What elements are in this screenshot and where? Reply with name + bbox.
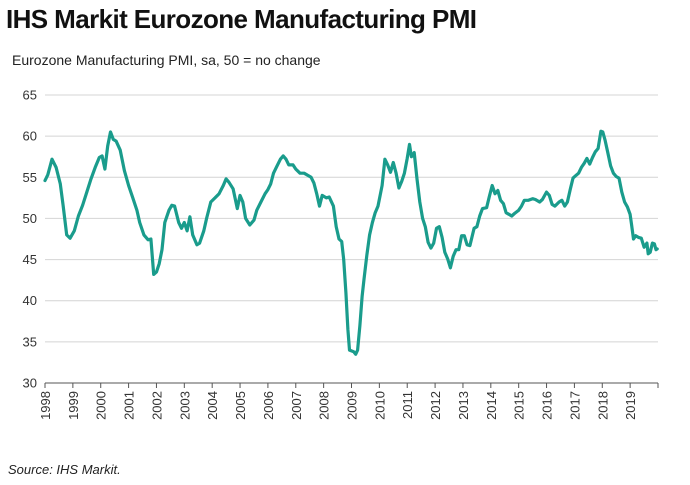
x-tick-label: 1998: [38, 391, 53, 420]
series-group: [43, 129, 659, 356]
y-tick-label: 45: [23, 252, 37, 267]
x-tick-label: 2018: [595, 391, 610, 420]
x-tick-label: 2015: [512, 391, 527, 420]
x-tick-label: 2009: [345, 391, 360, 420]
x-axis: 1998 1999 2000 2001 2002 2003 2004 2005 2006 2007…: [38, 382, 659, 420]
x-tick-label: 2010: [372, 391, 387, 420]
y-tick-label: 60: [23, 129, 37, 144]
x-tick-label: 2012: [428, 391, 443, 420]
source-note: Source: IHS Markit.: [8, 462, 121, 477]
y-axis-ticks: 30 35 40 45 50 55 60 65: [23, 88, 37, 391]
y-tick-label: 40: [23, 293, 37, 308]
chart-subtitle: Eurozone Manufacturing PMI, sa, 50 = no …: [12, 52, 321, 68]
x-tick-label: 2008: [317, 391, 332, 420]
gridlines: [45, 94, 658, 343]
x-tick-label: 2004: [205, 391, 220, 420]
x-tick-label: 2013: [456, 391, 471, 420]
x-tick-label: 2007: [289, 391, 304, 420]
x-tick-label: 1999: [66, 391, 81, 420]
y-tick-label: 55: [23, 170, 37, 185]
x-tick-label: 2000: [94, 391, 109, 420]
x-tick-label: 2003: [177, 391, 192, 420]
y-tick-label: 30: [23, 376, 37, 391]
x-tick-label: 2016: [540, 391, 555, 420]
y-tick-label: 50: [23, 211, 37, 226]
chart-title: IHS Markit Eurozone Manufacturing PMI: [6, 4, 477, 34]
x-tick-label: 2017: [567, 391, 582, 420]
x-tick-label: 2014: [484, 391, 499, 420]
x-tick-label: 2019: [623, 391, 638, 420]
x-tick-label: 2011: [400, 391, 415, 419]
y-tick-label: 35: [23, 334, 37, 349]
x-tick-label: 2001: [122, 391, 137, 420]
series-line-0: [43, 129, 659, 356]
x-tick-label: 2005: [233, 391, 248, 420]
y-tick-label: 65: [23, 88, 37, 103]
x-tick-label: 2002: [149, 391, 164, 420]
x-tick-label: 2006: [261, 391, 276, 420]
